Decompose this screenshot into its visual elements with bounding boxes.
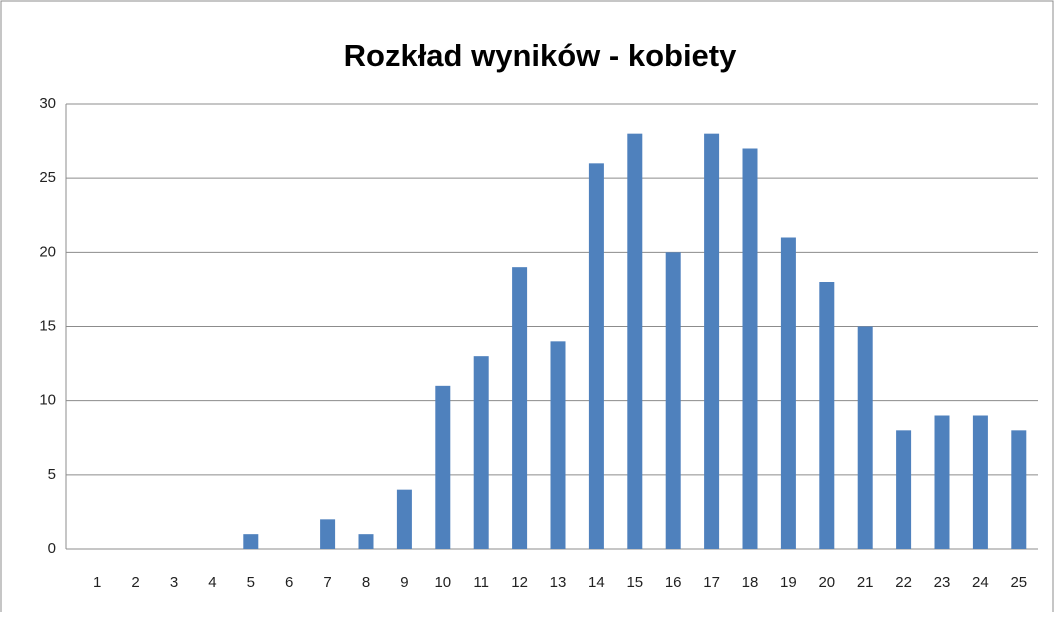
x-tick-label: 8 <box>362 574 370 591</box>
x-tick-label: 15 <box>626 574 643 591</box>
chart-title: Rozkład wyników - kobiety <box>344 38 737 73</box>
x-tick-label: 17 <box>703 574 720 591</box>
x-tick-label: 20 <box>818 574 835 591</box>
bar <box>742 148 758 549</box>
bar <box>934 415 950 549</box>
x-tick-label: 2 <box>131 574 139 591</box>
bar <box>435 385 451 549</box>
bar <box>665 252 681 550</box>
y-tick-label: 20 <box>39 243 56 260</box>
bar <box>896 430 912 549</box>
x-tick-label: 9 <box>400 574 408 591</box>
bar <box>704 133 720 549</box>
bar <box>358 534 374 549</box>
x-tick-label: 13 <box>550 574 567 591</box>
x-tick-label: 12 <box>511 574 528 591</box>
y-tick-label: 0 <box>48 540 56 557</box>
bar <box>473 356 489 549</box>
x-tick-label: 25 <box>1010 574 1027 591</box>
x-tick-label: 6 <box>285 574 293 591</box>
bar <box>780 237 796 549</box>
bar <box>550 341 566 549</box>
x-tick-label: 18 <box>742 574 759 591</box>
bar <box>588 163 604 550</box>
y-tick-label: 15 <box>39 317 56 334</box>
x-tick-label: 3 <box>170 574 178 591</box>
bar <box>627 133 643 549</box>
x-tick-label: 11 <box>473 574 489 591</box>
y-tick-label: 25 <box>39 169 56 186</box>
x-tick-label: 14 <box>588 574 605 591</box>
y-tick-label: 30 <box>39 95 56 112</box>
x-tick-label: 19 <box>780 574 797 591</box>
y-tick-label: 10 <box>39 392 56 409</box>
bar <box>1011 430 1027 549</box>
y-tick-label: 5 <box>48 466 56 483</box>
x-tick-label: 1 <box>93 574 101 591</box>
bar <box>819 282 835 549</box>
bar <box>857 326 873 549</box>
bar <box>512 267 528 549</box>
bar <box>972 415 988 549</box>
x-tick-label: 24 <box>972 574 989 591</box>
x-tick-label: 23 <box>934 574 951 591</box>
x-tick-label: 10 <box>434 574 451 591</box>
bar <box>243 534 259 549</box>
x-tick-label: 4 <box>208 574 216 591</box>
bar <box>396 489 412 549</box>
x-tick-label: 16 <box>665 574 682 591</box>
x-tick-label: 7 <box>323 574 331 591</box>
x-tick-label: 5 <box>247 574 255 591</box>
bar <box>320 519 336 549</box>
x-tick-label: 22 <box>895 574 912 591</box>
x-tick-label: 21 <box>857 574 874 591</box>
